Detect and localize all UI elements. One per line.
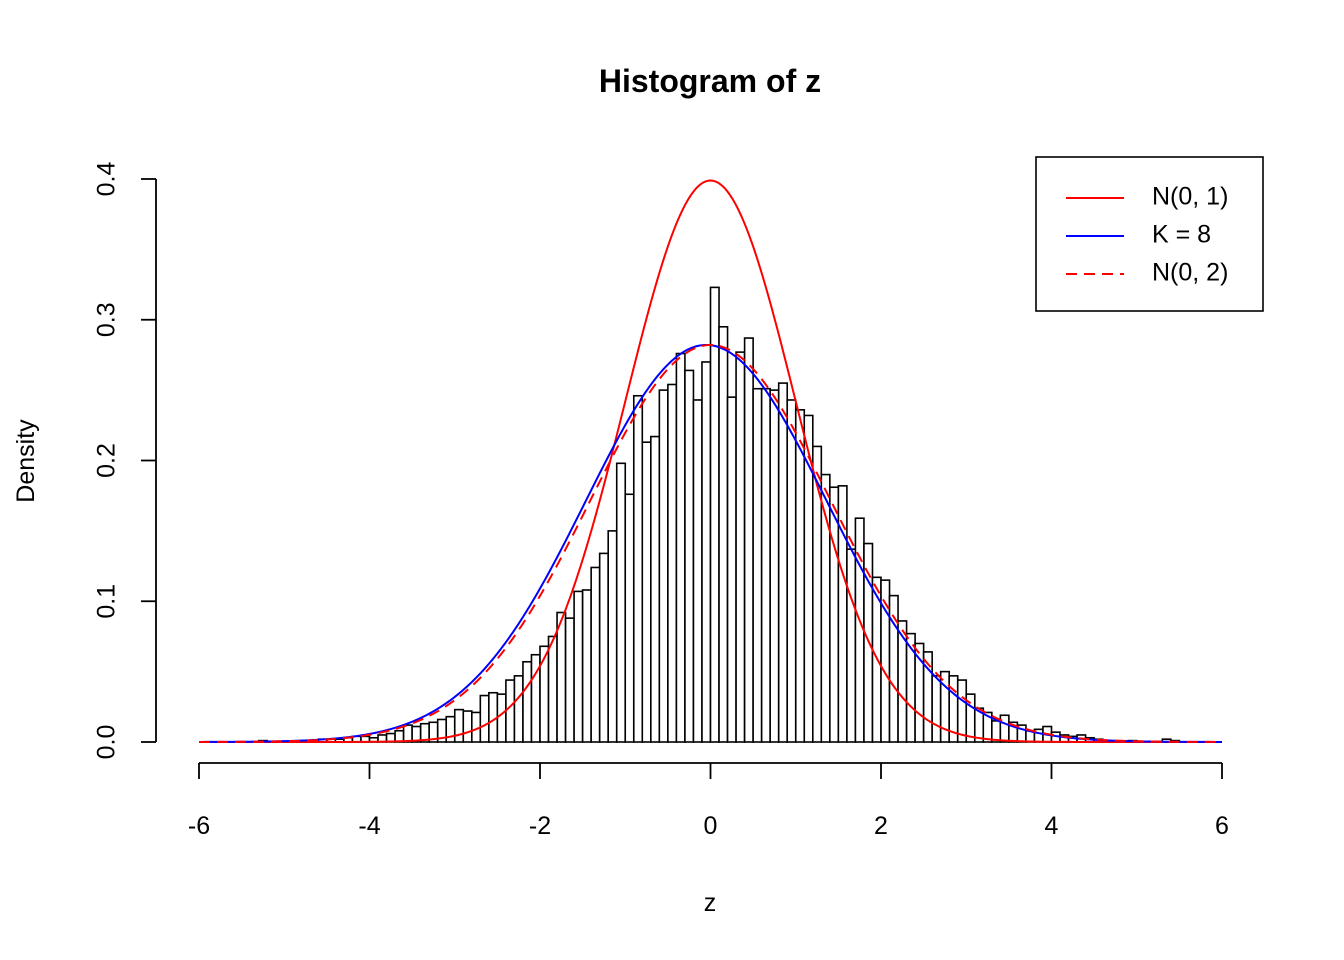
- histogram-bar: [667, 383, 678, 743]
- histogram-bar: [564, 617, 575, 743]
- histogram-bar: [794, 409, 806, 743]
- histogram-bar: [752, 387, 763, 743]
- legend-label: K = 8: [1152, 221, 1211, 249]
- histogram-bar: [931, 675, 942, 743]
- histogram-bar: [539, 645, 550, 743]
- histogram-bar: [956, 679, 968, 743]
- y-tick-label: 0.3: [93, 302, 121, 337]
- histogram-bar: [590, 566, 601, 743]
- histogram-bar: [615, 462, 627, 743]
- x-tick-label: 2: [874, 812, 888, 840]
- histogram-bar: [701, 361, 712, 743]
- histogram-bar: [632, 394, 644, 743]
- histogram-bar: [786, 399, 797, 743]
- y-axis-label: Density: [12, 419, 40, 503]
- histogram-bar: [735, 351, 746, 743]
- histogram-bar: [846, 548, 857, 743]
- density-curves: [199, 179, 1222, 743]
- y-tick-label: 0.1: [93, 584, 121, 619]
- histogram-bar: [402, 724, 413, 743]
- x-tick-label: 4: [1045, 812, 1059, 840]
- histogram-bar: [445, 715, 456, 743]
- x-axis: -6 -4 -2 0 2 4 6: [188, 762, 1229, 840]
- histogram-bar: [624, 493, 635, 743]
- histogram-bar: [777, 382, 789, 743]
- histogram-bar: [650, 435, 661, 743]
- x-axis-label: z: [704, 889, 717, 917]
- histogram-bar: [573, 590, 584, 743]
- histogram-bar: [760, 387, 771, 743]
- y-tick-label: 0.2: [93, 443, 121, 478]
- legend: N(0, 1) K = 8 N(0, 2): [1035, 156, 1264, 312]
- histogram-bar: [684, 369, 695, 743]
- histogram-bar: [743, 337, 754, 743]
- histogram-bar: [658, 389, 669, 743]
- histogram-bar: [479, 694, 490, 743]
- y-tick-label: 0.4: [93, 162, 121, 197]
- histogram-bar: [675, 352, 686, 743]
- histogram-bar: [581, 589, 592, 743]
- histogram-bar: [709, 286, 720, 743]
- histogram-bar: [522, 660, 533, 743]
- y-tick-label: 0.0: [93, 725, 121, 760]
- histogram-bar: [718, 325, 729, 743]
- histogram-bar: [905, 632, 916, 743]
- histogram-bar: [726, 396, 737, 743]
- chart-title: Histogram of z: [599, 63, 821, 99]
- x-tick-label: -4: [358, 812, 380, 840]
- histogram-bar: [999, 714, 1010, 743]
- histogram-bar: [641, 441, 652, 743]
- histogram-bar: [513, 675, 524, 743]
- histogram-bar: [547, 635, 558, 743]
- x-tick-label: 6: [1215, 812, 1229, 840]
- histogram-bar: [829, 486, 840, 743]
- histogram-bar: [769, 389, 780, 743]
- x-tick-label: 0: [704, 812, 718, 840]
- histogram-bar: [453, 708, 465, 743]
- histogram-bar: [607, 530, 618, 743]
- legend-box: [1035, 156, 1264, 312]
- x-tick-label: -6: [188, 812, 210, 840]
- series-line-n-0-1: [199, 179, 1222, 743]
- histogram-bar: [505, 679, 516, 743]
- histogram-bar: [462, 710, 473, 743]
- histogram-bar: [811, 445, 823, 743]
- histogram-bar: [556, 611, 567, 743]
- histogram-bars: [257, 286, 1181, 743]
- x-tick-label: -2: [529, 812, 551, 840]
- y-axis: 0.0 0.1 0.2 0.3 0.4: [93, 162, 157, 760]
- histogram-bar: [598, 552, 609, 743]
- histogram-bar: [496, 693, 507, 743]
- histogram-bar: [692, 399, 703, 743]
- series-line-n-0-2: [199, 343, 1222, 743]
- legend-label: N(0, 2): [1152, 259, 1228, 287]
- legend-label: N(0, 1): [1152, 183, 1228, 211]
